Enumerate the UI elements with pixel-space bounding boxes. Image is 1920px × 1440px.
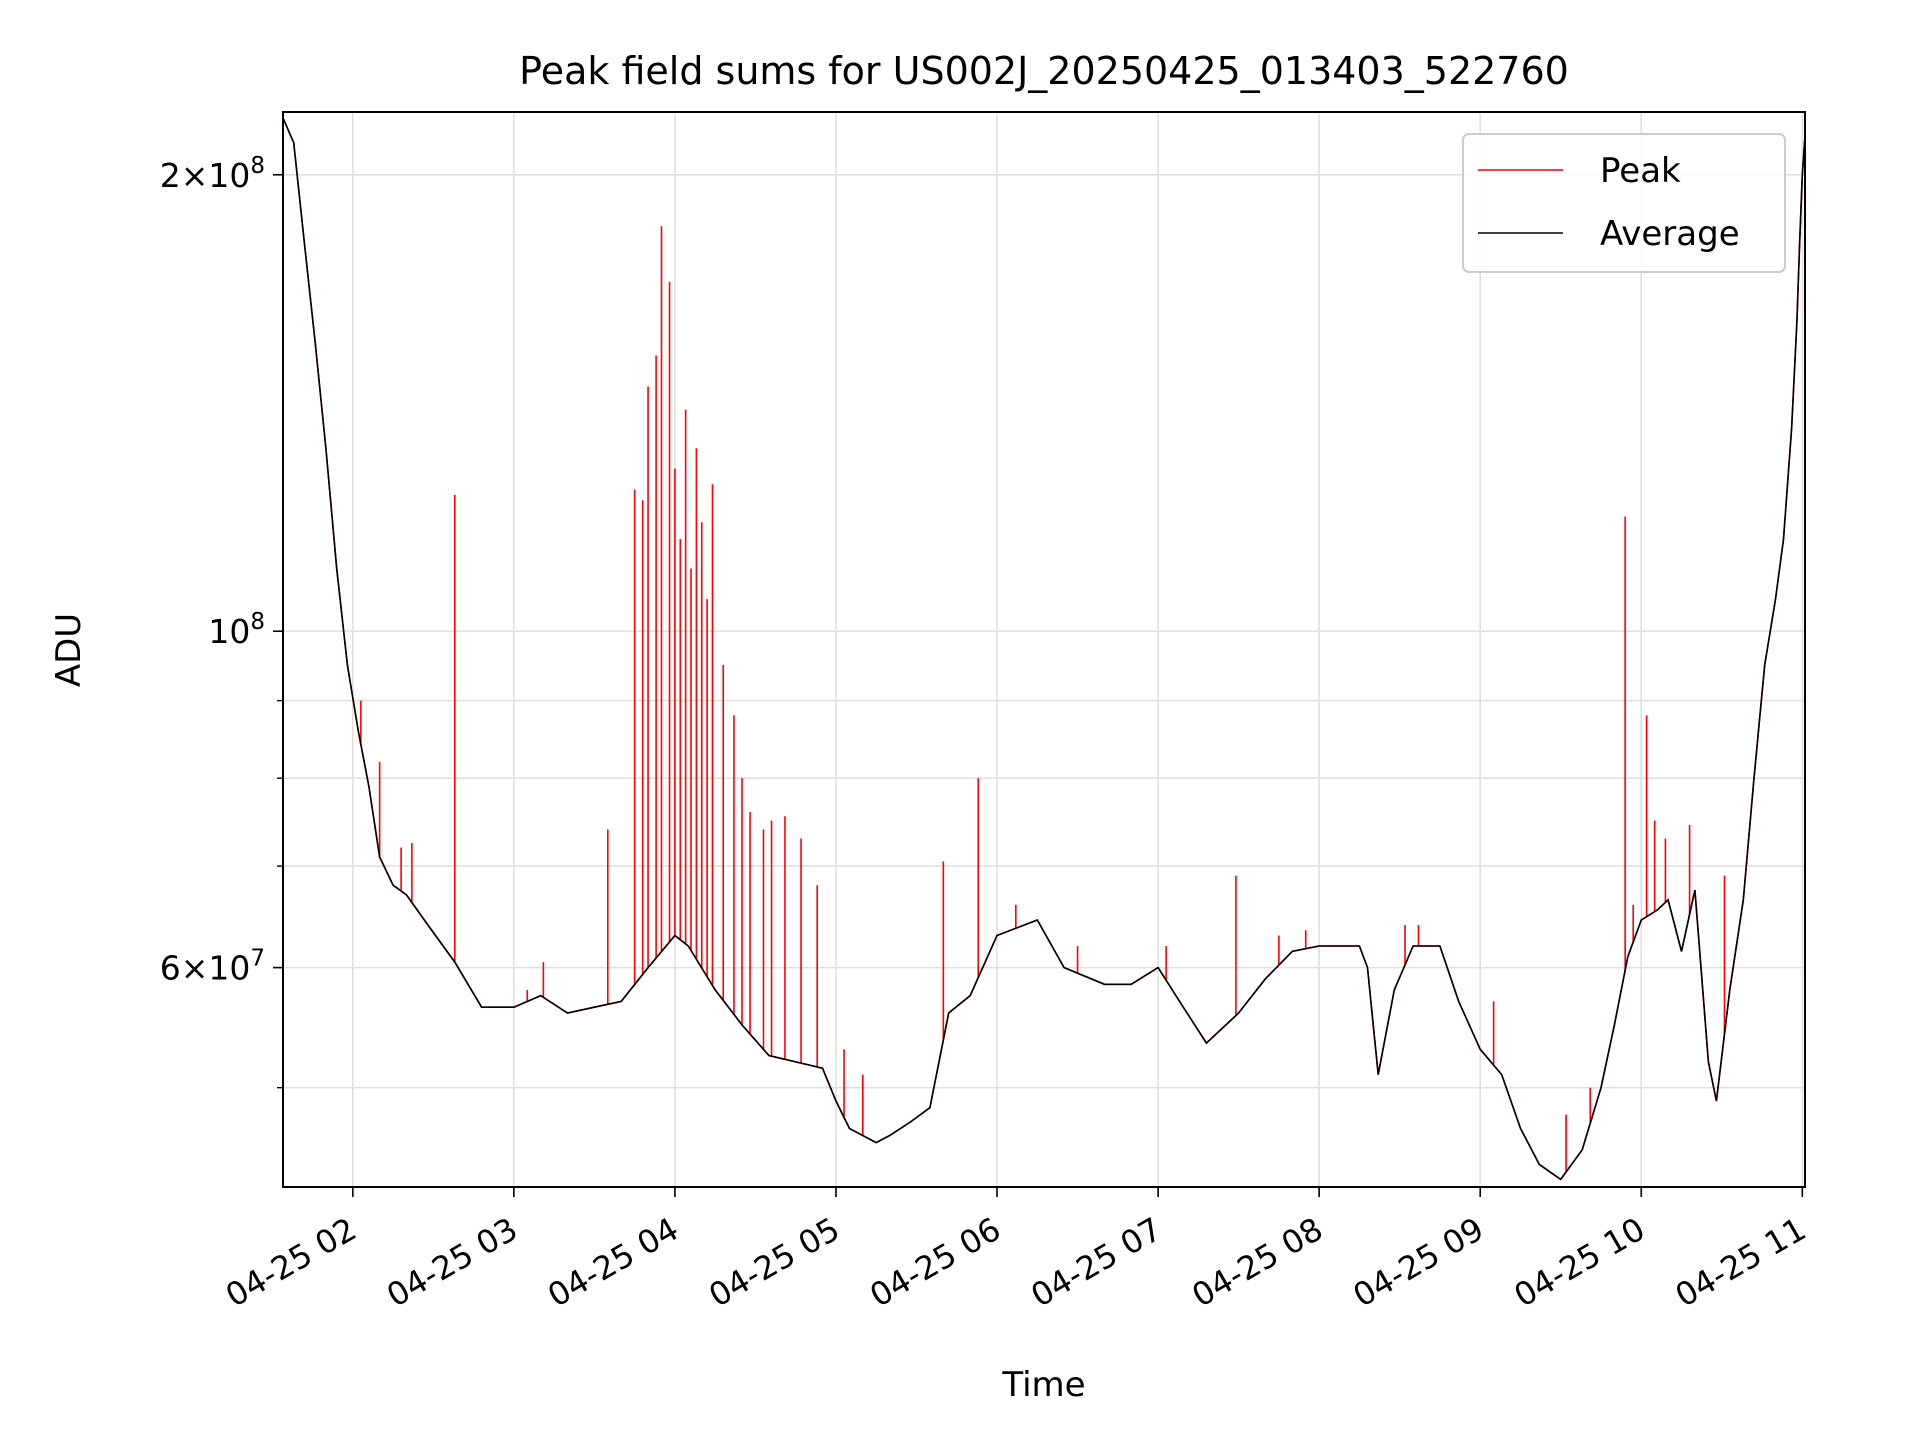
grid — [283, 112, 1805, 1187]
axes-frame — [282, 111, 1806, 1188]
legend: Peak Average — [1462, 133, 1786, 273]
legend-label-average: Average — [1600, 214, 1740, 254]
legend-box — [1462, 133, 1786, 273]
chart-title: Peak field sums for US002J_20250425_0134… — [519, 49, 1569, 93]
y-axis: 6×107 108 2×108 — [160, 153, 283, 1089]
x-axis-label: Time — [1001, 1365, 1085, 1405]
y-tick-label: 6×107 — [160, 946, 265, 988]
series-average-line — [282, 117, 1806, 1181]
y-tick-label: 2×108 — [160, 153, 265, 195]
y-axis-label: ADU — [49, 613, 89, 687]
y-tick-label: 108 — [208, 609, 265, 651]
plot-area — [282, 117, 1806, 1181]
legend-label-peak: Peak — [1600, 151, 1681, 191]
